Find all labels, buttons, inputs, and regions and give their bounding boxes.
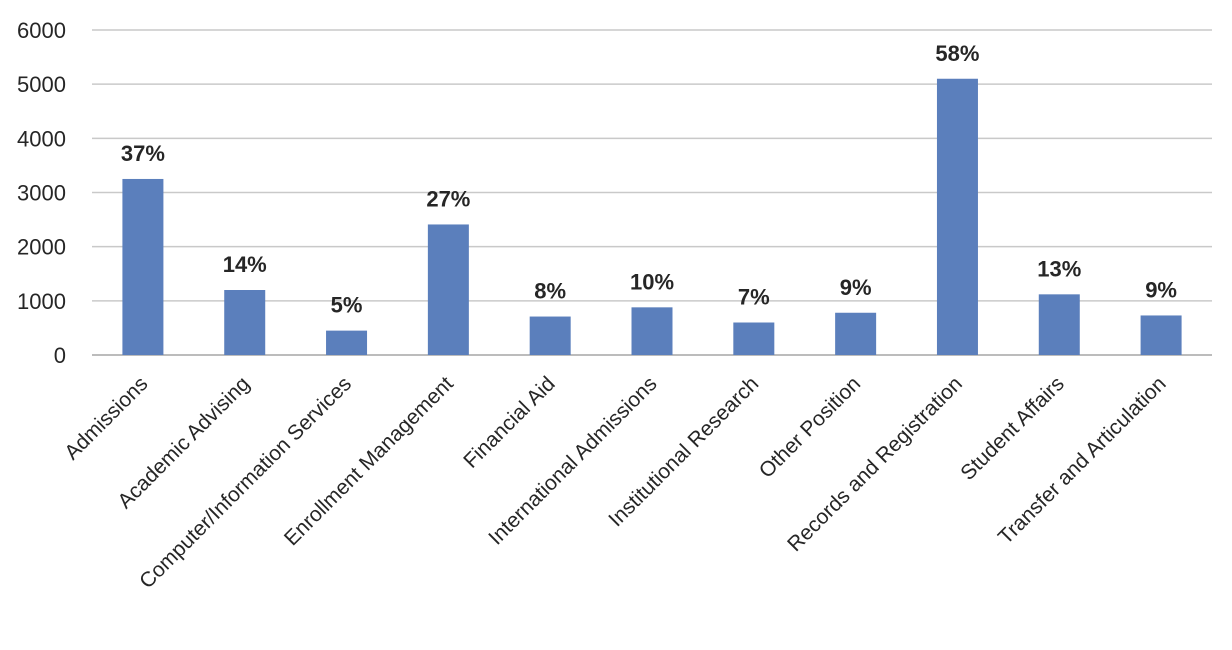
x-category-label: Other Position — [755, 372, 865, 482]
data-label: 9% — [840, 275, 872, 300]
bar-enrollment-management — [427, 224, 469, 355]
y-tick-label: 2000 — [17, 235, 66, 260]
x-category-label: Records and Registration — [783, 372, 967, 556]
gridlines — [92, 29, 1212, 356]
data-label: 8% — [534, 279, 566, 304]
data-label: 7% — [738, 285, 770, 310]
bar-transfer-and-articulation — [1140, 315, 1182, 355]
x-category-label: Student Affairs — [956, 372, 1069, 485]
data-label: 14% — [223, 252, 267, 277]
data-label: 5% — [331, 293, 363, 318]
y-tick-label: 0 — [54, 343, 66, 368]
bar-international-admissions — [631, 307, 673, 355]
bar-admissions — [122, 178, 164, 355]
x-category-label: Transfer and Articulation — [994, 372, 1171, 549]
bar-computer-information-services — [326, 330, 368, 355]
x-category-label: International Admissions — [484, 372, 661, 549]
data-label: 37% — [121, 141, 165, 166]
y-tick-label: 1000 — [17, 289, 66, 314]
data-label: 10% — [630, 269, 674, 294]
data-label: 58% — [935, 41, 979, 66]
bar-student-affairs — [1038, 294, 1080, 355]
y-tick-label: 5000 — [17, 72, 66, 97]
x-category-label: Computer/Information Services — [135, 372, 356, 593]
bar-records-and-registration — [936, 78, 978, 355]
x-category-label: Admissions — [60, 372, 152, 464]
bars — [122, 78, 1182, 355]
data-label: 27% — [426, 186, 470, 211]
x-category-label: Enrollment Management — [280, 372, 458, 550]
bar-financial-aid — [529, 316, 571, 355]
y-tick-label: 3000 — [17, 181, 66, 206]
bar-institutional-research — [733, 322, 775, 355]
data-labels: 37% 14% 5% 27% 8% 10% 7% 9% 58% 13% 9% — [121, 41, 1177, 318]
bar-other-position — [835, 312, 877, 355]
y-axis-ticks: 0 1000 2000 3000 4000 5000 6000 — [17, 18, 66, 368]
data-label: 9% — [1145, 277, 1177, 302]
y-tick-label: 6000 — [17, 18, 66, 43]
y-tick-label: 4000 — [17, 126, 66, 151]
data-label: 13% — [1037, 256, 1081, 281]
x-category-label: Financial Aid — [459, 372, 559, 472]
bar-academic-advising — [224, 290, 266, 355]
